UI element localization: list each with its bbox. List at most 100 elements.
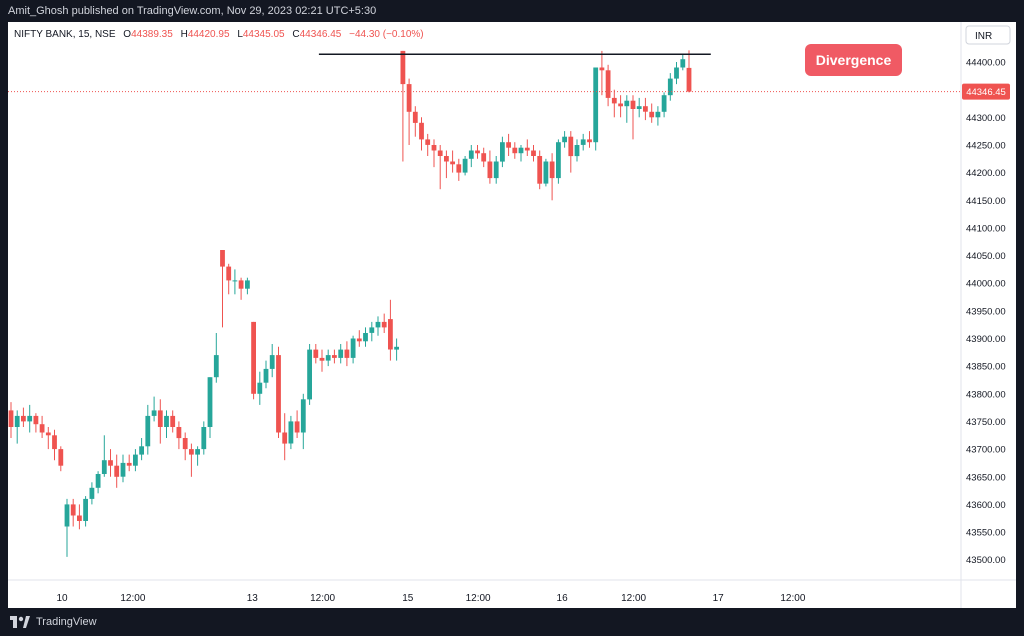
- candle-body: [537, 156, 543, 184]
- price-tick-label: 43650.00: [966, 472, 1006, 483]
- candle-body: [531, 150, 536, 156]
- candle-body: [189, 449, 194, 455]
- candle-body: [207, 377, 213, 427]
- price-tick-label: 43900.00: [966, 334, 1006, 345]
- candle-body: [282, 432, 288, 444]
- candle: [363, 327, 368, 347]
- candle-body: [431, 145, 437, 151]
- divergence-callout-box: [805, 44, 902, 76]
- candle-body: [419, 122, 424, 140]
- candle-body: [437, 150, 443, 156]
- time-tick-label: 17: [713, 593, 725, 604]
- price-axis[interactable]: 43500.00 43550.00 43600.00 43650.00 43700.00…: [966, 58, 1006, 567]
- price-tick-label: 44000.00: [966, 279, 1006, 290]
- candle-body: [543, 161, 549, 184]
- legend-open-label: O: [123, 29, 131, 40]
- candle-body: [599, 67, 605, 71]
- candle: [680, 53, 686, 71]
- legend-low: 44345.05: [243, 29, 285, 40]
- currency-button[interactable]: [965, 25, 1011, 45]
- candle: [300, 393, 306, 450]
- candle: [450, 150, 455, 173]
- candle-body: [649, 111, 655, 118]
- divergence-callout[interactable]: Divergence: [805, 44, 902, 76]
- footer-brand: TradingView: [36, 616, 97, 628]
- price-tick-label: 44200.00: [966, 168, 1006, 179]
- candle: [388, 299, 393, 361]
- candle: [101, 435, 107, 477]
- chart-panel[interactable]: NIFTY BANK, 15, NSE O44389.35 H44420.95 …: [8, 22, 1016, 608]
- candle-body: [182, 438, 188, 450]
- candle: [182, 432, 188, 461]
- time-tick-label: 13: [247, 593, 259, 604]
- candle: [624, 95, 630, 123]
- candle-body: [164, 415, 169, 427]
- candle: [263, 360, 269, 389]
- candle-body: [245, 280, 250, 289]
- candle-body: [456, 164, 462, 173]
- candle-body: [412, 111, 418, 123]
- candle-body: [643, 106, 648, 112]
- candle-body: [8, 410, 14, 427]
- candle: [164, 410, 169, 438]
- candle: [580, 133, 586, 151]
- candle: [400, 50, 406, 162]
- legend-close: 44346.45: [300, 29, 342, 40]
- candle: [114, 454, 120, 488]
- candle-body: [101, 460, 107, 474]
- candle: [375, 316, 381, 336]
- candle-body: [319, 357, 325, 361]
- candle-body: [369, 327, 375, 333]
- candle: [213, 333, 219, 383]
- candle-body: [524, 147, 530, 151]
- publisher-text: Amit_Ghosh published on TradingView.com,…: [8, 5, 377, 17]
- candle-body: [363, 333, 368, 342]
- candle-body: [506, 142, 511, 148]
- candle-body: [195, 449, 200, 455]
- candle-body: [151, 410, 157, 416]
- candle: [556, 139, 561, 184]
- time-tick-label: 12:00: [621, 593, 646, 604]
- candle: [325, 349, 331, 367]
- candle-body: [257, 382, 263, 394]
- candle-body: [611, 97, 617, 104]
- time-tick-label: 16: [557, 593, 569, 604]
- candle-body: [493, 161, 499, 179]
- candle: [288, 415, 294, 450]
- candle-body: [574, 145, 580, 157]
- candle-body: [77, 515, 82, 521]
- candle: [431, 139, 437, 168]
- candle: [226, 263, 232, 295]
- candle-body: [89, 487, 95, 499]
- candle: [307, 344, 312, 405]
- candle: [524, 139, 530, 156]
- candle-body: [618, 103, 623, 107]
- candle-body: [114, 465, 120, 477]
- ohlc-legend: NIFTY BANK, 15, NSE O44389.35 H44420.95 …: [14, 29, 424, 40]
- candle: [33, 413, 39, 433]
- candle-body: [39, 424, 45, 433]
- candle-body: [145, 415, 151, 447]
- candle-body: [64, 504, 70, 527]
- candle: [133, 449, 138, 472]
- candle-body: [549, 161, 555, 179]
- candle-body: [500, 142, 505, 162]
- candle: [630, 95, 636, 140]
- candlestick-chart[interactable]: NIFTY BANK, 15, NSE O44389.35 H44420.95 …: [8, 22, 1016, 608]
- candle-body: [481, 153, 487, 162]
- time-axis[interactable]: 10 12:00 13 12:00 15 12:00 16 12:00 17 12:00: [56, 593, 805, 604]
- candle: [14, 410, 20, 444]
- legend-open: 44389.35: [131, 29, 173, 40]
- candle: [77, 504, 82, 530]
- candle: [195, 446, 200, 466]
- candle: [381, 313, 387, 333]
- candle-body: [220, 250, 225, 267]
- candle: [232, 269, 238, 295]
- candle: [350, 335, 356, 364]
- candle: [58, 446, 64, 472]
- candle-body: [332, 355, 337, 358]
- candle: [245, 277, 250, 295]
- candle: [238, 277, 244, 300]
- candle: [468, 145, 474, 168]
